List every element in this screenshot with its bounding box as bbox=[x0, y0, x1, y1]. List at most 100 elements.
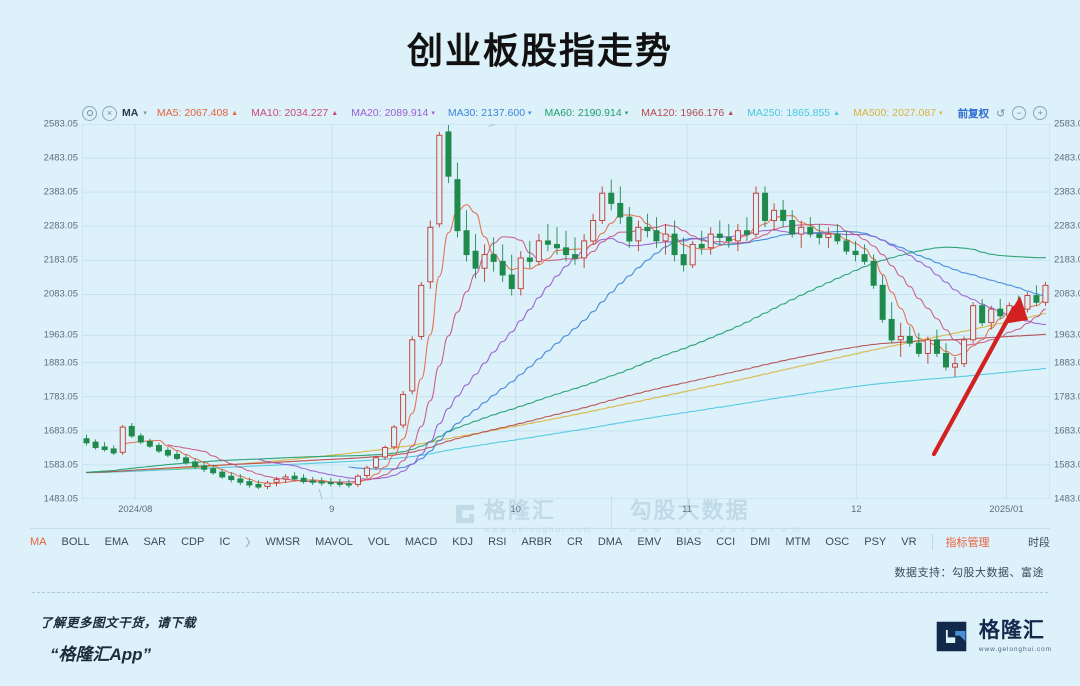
indicator-tab-vol[interactable]: VOL bbox=[367, 536, 390, 548]
y-axis-right-tick: 2283.05 bbox=[1054, 220, 1080, 232]
ma-legend-item-ma10[interactable]: MA10: 2034.227 ▲ bbox=[251, 107, 338, 119]
x-axis-tick: 12 bbox=[851, 504, 862, 515]
x-axis-tick: 9 bbox=[329, 504, 335, 515]
indicator-tab-指标管理[interactable]: 指标管理 bbox=[931, 534, 990, 550]
ma-legend-item-ma30[interactable]: MA30: 2137.600 ▾ bbox=[448, 107, 532, 119]
ma-legend-value: 2067.408 bbox=[184, 107, 229, 119]
y-axis-right-tick: 2383.05 bbox=[1054, 186, 1080, 198]
indicator-tab-emv[interactable]: EMV bbox=[637, 536, 662, 548]
ma-line-ma250 bbox=[85, 367, 1047, 474]
ma-legend-item-ma20[interactable]: MA20: 2089.914 ▾ bbox=[351, 107, 435, 119]
data-source-note: 数据支持：勾股大数据、富途 bbox=[894, 567, 1044, 579]
y-axis-right-tick: 1683.05 bbox=[1054, 425, 1080, 437]
indicator-tab-kdj[interactable]: KDJ bbox=[452, 536, 474, 548]
footer-divider bbox=[32, 592, 1048, 593]
ma-legend-label: MA5: bbox=[156, 107, 182, 119]
indicator-tab-ema[interactable]: EMA bbox=[104, 536, 129, 548]
ma-legend-direction-icon: ▾ bbox=[528, 110, 532, 117]
ma-line-ma120 bbox=[85, 333, 1047, 474]
indicator-tab-dmi[interactable]: DMI bbox=[750, 536, 771, 548]
y-axis-right-tick: 2583.05 bbox=[1054, 118, 1080, 130]
x-axis-tick: 11 bbox=[682, 504, 692, 515]
ma-legend-label: MA500: bbox=[853, 107, 890, 119]
x-axis: 2024/08 9 10 11 12 2025/01 bbox=[82, 502, 1050, 520]
ma-legend-value: 2089.914 bbox=[384, 107, 429, 119]
chevron-down-icon[interactable]: ▾ bbox=[143, 110, 147, 117]
ma-legend-label: MA30: bbox=[447, 107, 479, 119]
footer-promo-line2: “格隆汇App” bbox=[50, 645, 152, 664]
zoom-out-icon[interactable]: − bbox=[1012, 106, 1027, 120]
indicator-tab-cci[interactable]: CCI bbox=[716, 536, 736, 548]
ma-legend-item-ma120[interactable]: MA120: 1966.176 ▲ bbox=[641, 107, 734, 119]
y-axis-left-tick: 1783.05 bbox=[43, 391, 78, 403]
x-axis-tick: 10 bbox=[510, 504, 521, 515]
chart-card: MA ▾ MA5:2067.408▲MA10:2034.227▲MA20:208… bbox=[30, 98, 1080, 558]
ma-legend-item-ma250[interactable]: MA250: 1865.855 ▲ bbox=[747, 107, 840, 119]
y-axis-left-tick: 2583.05 bbox=[43, 118, 78, 130]
indicator-tab-psy[interactable]: PSY bbox=[864, 536, 887, 548]
ma-legend-direction-icon: ▲ bbox=[727, 109, 735, 117]
indicator-tab-arbr[interactable]: ARBR bbox=[521, 536, 552, 548]
zoom-in-icon[interactable]: + bbox=[1033, 106, 1048, 120]
ma-legend-item-ma60[interactable]: MA60: 2190.914 ▾ bbox=[545, 107, 629, 119]
adjust-mode-label[interactable]: 前复权 bbox=[957, 107, 990, 120]
ma-legend-direction-icon: ▾ bbox=[939, 110, 943, 117]
indicator-tab-sar[interactable]: SAR bbox=[143, 536, 167, 548]
ma-legend-item-ma500[interactable]: MA500: 2027.087 ▾ bbox=[853, 107, 943, 119]
brand-logo-en: www.gelonghui.com bbox=[978, 645, 1052, 653]
y-axis-right-tick: 1583.05 bbox=[1054, 459, 1080, 471]
ma-legend-label: MA20: bbox=[351, 107, 382, 119]
indicator-tab-boll[interactable]: BOLL bbox=[61, 536, 90, 548]
y-axis-right-tick: 2483.05 bbox=[1054, 152, 1080, 164]
indicator-toolbar[interactable]: MA BOLL EMA SAR CDP IC 〉 WMSR MAVOL VOL MACD KDJ RSI… bbox=[30, 528, 1050, 555]
ma-line-ma20 bbox=[257, 229, 1047, 480]
indicator-tab-cr[interactable]: CR bbox=[566, 536, 583, 548]
trend-arrow-icon bbox=[931, 296, 1028, 457]
ma-legend-value: 1865.855 bbox=[786, 107, 831, 119]
indicator-tab-vr[interactable]: VR bbox=[901, 536, 917, 548]
period-button[interactable]: 时段 bbox=[1028, 537, 1050, 549]
y-axis-left-tick: 2483.05 bbox=[43, 152, 78, 164]
y-axis-left-tick: 2283.05 bbox=[43, 220, 78, 232]
indicator-tab-wmsr[interactable]: WMSR bbox=[265, 536, 301, 548]
ma-legend-item-ma5[interactable]: MA5: 2067.408 ▲ bbox=[157, 107, 238, 119]
candlestick-chart-svg[interactable]: 2576.221512.17 bbox=[82, 124, 1050, 499]
price-chart-plot[interactable]: 2576.221512.17 bbox=[82, 124, 1050, 499]
footer-promo: 了解更多图文干货，请下载 “格隆汇App” bbox=[40, 612, 196, 665]
y-axis-right-tick: 1483.05 bbox=[1054, 493, 1080, 505]
ma-legend-label: MA250: bbox=[747, 107, 784, 119]
indicator-tab-mtm[interactable]: MTM bbox=[785, 536, 811, 548]
ma-legend-value: 1966.176 bbox=[680, 107, 725, 119]
indicator-tab-ic[interactable]: IC bbox=[219, 536, 231, 548]
indicator-tab-macd[interactable]: MACD bbox=[404, 536, 438, 548]
ma-legend-value: 2034.227 bbox=[284, 107, 329, 119]
candle-series bbox=[83, 125, 1049, 490]
x-axis-tick: 2024/08 bbox=[118, 504, 153, 515]
indicator-tab-cdp[interactable]: CDP bbox=[181, 536, 205, 548]
indicator-tab-mavol[interactable]: MAVOL bbox=[315, 536, 353, 548]
ma-legend-label: MA60: bbox=[544, 107, 575, 119]
gelonghui-logo-icon bbox=[936, 621, 967, 652]
y-axis-left-tick: 2383.05 bbox=[43, 186, 78, 198]
ma-values-group: MA5: 2067.408 ▲ MA10: 2034.227 ▲ MA20: 2089.914… bbox=[157, 107, 956, 119]
ma-legend-bar[interactable]: MA ▾ MA5:2067.408▲MA10:2034.227▲MA20:208… bbox=[82, 103, 1050, 123]
indicator-tab-bias[interactable]: BIAS bbox=[676, 536, 702, 548]
ma-legend-value: 2137.600 bbox=[481, 107, 526, 119]
ma-line-ma60 bbox=[85, 246, 1047, 473]
ma-legend-label: MA10: bbox=[251, 107, 282, 119]
indicator-tab-osc[interactable]: OSC bbox=[825, 536, 850, 548]
ma-legend-value: 2190.914 bbox=[577, 107, 622, 119]
target-icon[interactable] bbox=[82, 105, 97, 121]
indicator-tab-more[interactable]: 〉 bbox=[245, 537, 257, 549]
undo-icon[interactable]: ↺ bbox=[996, 107, 1006, 120]
y-axis-left-tick: 1963.05 bbox=[43, 329, 78, 341]
indicator-tab-ma[interactable]: MA bbox=[30, 536, 47, 548]
ma-legend-direction-icon: ▾ bbox=[431, 110, 435, 117]
y-axis-left-tick: 2183.05 bbox=[43, 254, 78, 266]
close-circle-icon[interactable] bbox=[102, 105, 117, 121]
y-axis-right-tick: 1783.05 bbox=[1054, 391, 1080, 403]
x-axis-tick: 2025/01 bbox=[989, 504, 1024, 515]
indicator-tab-dma[interactable]: DMA bbox=[597, 536, 623, 548]
ma-indicator-label: MA bbox=[122, 107, 139, 119]
indicator-tab-rsi[interactable]: RSI bbox=[488, 536, 507, 548]
